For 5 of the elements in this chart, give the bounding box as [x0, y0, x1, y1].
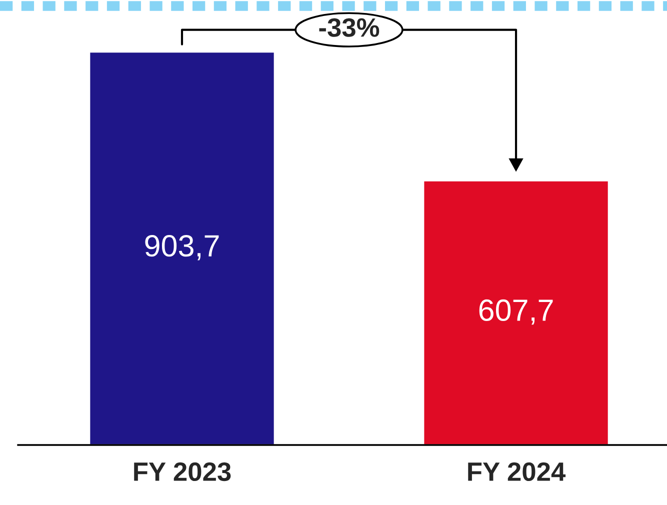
- x-tick-label: FY 2024: [468, 462, 566, 482]
- text: -33%: [319, 18, 380, 37]
- x-tick-label: FY 2023: [134, 462, 231, 482]
- data-label: 903,7: [145, 235, 219, 260]
- data-label: 607,7: [479, 299, 553, 325]
